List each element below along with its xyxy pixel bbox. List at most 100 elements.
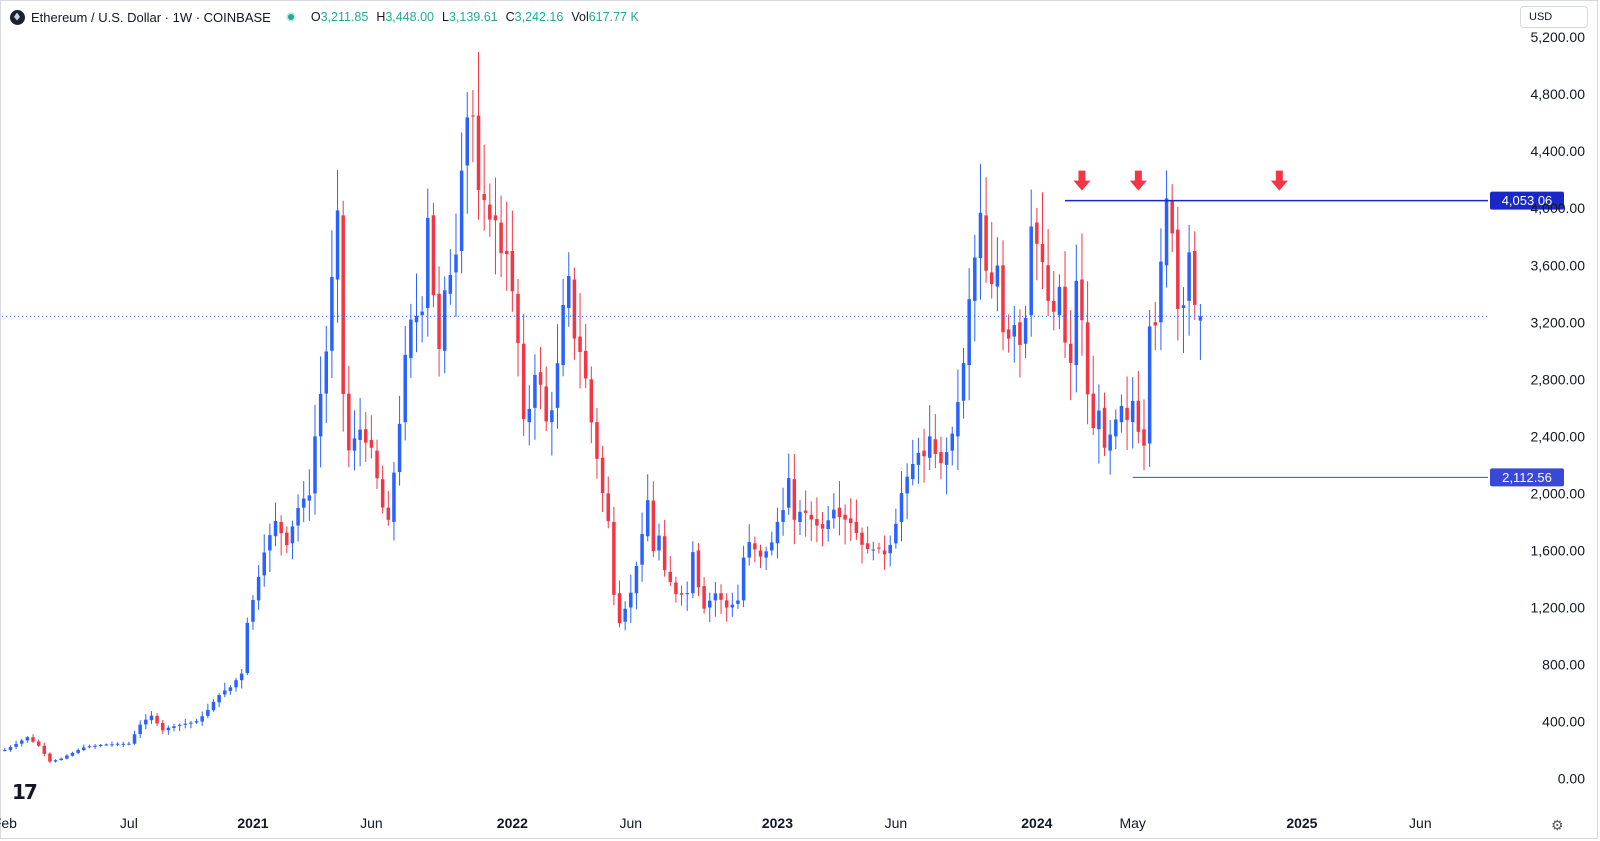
candle-body bbox=[380, 479, 385, 508]
candle-body bbox=[1147, 326, 1152, 444]
candle-body bbox=[775, 521, 780, 544]
candle-body bbox=[1035, 222, 1039, 244]
candle-body bbox=[550, 410, 554, 423]
candle-body bbox=[279, 521, 283, 534]
candle-body bbox=[330, 276, 334, 351]
currency-selector[interactable]: USD bbox=[1520, 6, 1588, 28]
candle-body bbox=[662, 536, 667, 571]
candle-body bbox=[989, 272, 994, 285]
candle-body bbox=[166, 727, 171, 731]
time-tick-label: Feb bbox=[0, 815, 17, 831]
candle-body bbox=[414, 315, 419, 323]
candle-body bbox=[815, 519, 819, 526]
candle-body bbox=[730, 604, 735, 608]
down-arrow-icon bbox=[1270, 170, 1288, 191]
candle-body bbox=[623, 608, 627, 622]
candle-body bbox=[1170, 201, 1174, 234]
candle-body bbox=[533, 374, 537, 408]
candle-body bbox=[600, 457, 605, 494]
candle-body bbox=[589, 379, 594, 423]
candle-body bbox=[1029, 226, 1033, 316]
candle-body bbox=[572, 279, 577, 339]
candle-body bbox=[110, 744, 114, 746]
price-axis: 0.00 400.00 800.00 1,200.00 1,600.00 2,000.00… bbox=[1531, 29, 1586, 786]
candle-body bbox=[544, 386, 548, 422]
candle-body bbox=[14, 743, 18, 747]
candle-body bbox=[1176, 229, 1180, 309]
candle-body bbox=[798, 511, 802, 522]
price-tick-label: 5,200.00 bbox=[1531, 29, 1586, 45]
price-tick-label: 4,400.00 bbox=[1531, 143, 1586, 159]
candle-body bbox=[42, 745, 47, 754]
candle-body bbox=[674, 582, 678, 595]
candle-body bbox=[984, 215, 988, 271]
price-tick-label: 1,200.00 bbox=[1531, 599, 1586, 615]
candle-body bbox=[561, 304, 565, 366]
candle-body bbox=[1052, 300, 1056, 312]
candle-body bbox=[375, 450, 379, 479]
candle-body bbox=[194, 721, 199, 723]
candle-body bbox=[691, 552, 695, 594]
candle-body bbox=[93, 745, 97, 747]
candle-body bbox=[1153, 322, 1158, 326]
candle-body bbox=[736, 600, 740, 604]
candle-body bbox=[36, 741, 41, 746]
candle-body bbox=[927, 436, 932, 458]
candle-body bbox=[76, 749, 80, 753]
candle-body bbox=[848, 518, 853, 524]
candle-body bbox=[25, 737, 30, 741]
candle-body bbox=[854, 521, 859, 534]
candle-body bbox=[1130, 400, 1135, 423]
candle-body bbox=[48, 753, 52, 762]
candle-body bbox=[465, 117, 470, 166]
high-value: 3,448.00 bbox=[385, 10, 435, 24]
candle-body bbox=[978, 212, 983, 259]
candle-body bbox=[696, 550, 701, 588]
gear-icon[interactable]: ⚙ bbox=[1551, 817, 1564, 833]
candle-body bbox=[392, 472, 396, 522]
symbol-title[interactable]: Ethereum / U.S. Dollar · 1W · COINBASE bbox=[31, 9, 271, 25]
tradingview-logo[interactable]: 17 bbox=[12, 780, 38, 804]
candle-body bbox=[651, 500, 656, 552]
candle-body bbox=[510, 251, 515, 292]
candle-body bbox=[104, 744, 109, 746]
candle-body bbox=[1012, 325, 1017, 337]
candle-body bbox=[685, 593, 689, 595]
candle-body bbox=[657, 535, 661, 551]
market-status-icon bbox=[286, 12, 296, 22]
down-arrow-icon bbox=[1073, 170, 1091, 191]
time-tick-label: 2023 bbox=[762, 815, 793, 831]
price-tick-label: 0.00 bbox=[1558, 771, 1585, 787]
candle-body bbox=[899, 493, 904, 522]
candle-body bbox=[499, 222, 503, 254]
candle-body bbox=[1001, 265, 1005, 333]
volume-key: Vol bbox=[571, 10, 589, 24]
candle-body bbox=[803, 510, 808, 513]
arrows-group bbox=[1073, 170, 1288, 191]
candle-body bbox=[1164, 198, 1169, 266]
price-tick-label: 1,600.00 bbox=[1531, 542, 1586, 558]
candle-body bbox=[471, 115, 475, 117]
candle-body bbox=[290, 526, 295, 544]
candle-body bbox=[567, 276, 571, 309]
candle-body bbox=[504, 251, 509, 255]
resistance-price-label: 4,053.06 bbox=[1502, 193, 1553, 208]
price-tick-label: 3,200.00 bbox=[1531, 314, 1586, 330]
candle-body bbox=[668, 571, 673, 582]
candle-body bbox=[442, 290, 447, 351]
candle-body bbox=[347, 393, 351, 451]
candle-body bbox=[211, 701, 216, 711]
candle-body bbox=[431, 215, 436, 296]
time-tick-label: Jun bbox=[360, 815, 383, 831]
close-key: C bbox=[505, 10, 515, 24]
candle-body bbox=[583, 350, 588, 379]
candle-body bbox=[189, 722, 193, 724]
candle-body bbox=[538, 372, 543, 385]
candle-body bbox=[1114, 419, 1118, 437]
candle-body bbox=[70, 752, 75, 756]
candle-body bbox=[595, 422, 599, 459]
candle-body bbox=[1085, 322, 1090, 395]
time-tick-label: Jun bbox=[620, 815, 643, 831]
candle-body bbox=[786, 478, 791, 508]
